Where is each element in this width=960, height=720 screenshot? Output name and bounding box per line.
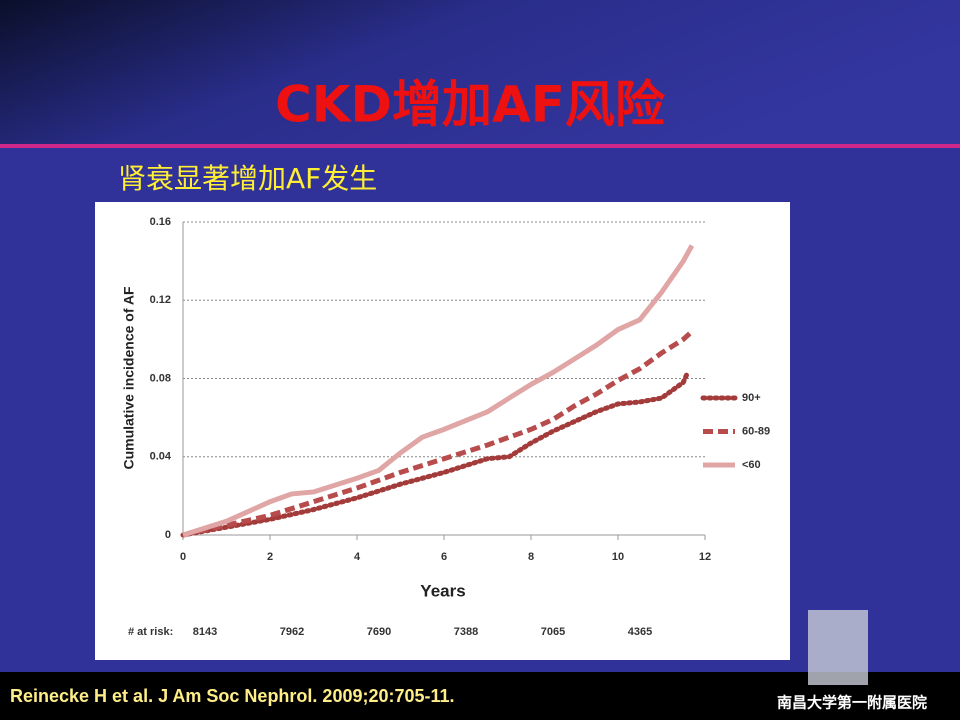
y-tick-label: 0.12 bbox=[150, 294, 171, 306]
x-tick-label: 8 bbox=[528, 551, 534, 563]
building-logo bbox=[808, 610, 868, 685]
footer-band bbox=[0, 672, 960, 720]
legend-label: 60-89 bbox=[742, 425, 770, 437]
at-risk-value: 7962 bbox=[280, 626, 304, 638]
x-tick-label: 6 bbox=[441, 551, 447, 563]
y-tick-label: 0.16 bbox=[150, 216, 171, 228]
y-axis-label: Cumulative incidence of AF bbox=[121, 286, 137, 470]
x-tick-label: 0 bbox=[180, 551, 186, 563]
x-tick-label: 2 bbox=[267, 551, 273, 563]
series-line bbox=[182, 329, 694, 538]
citation: Reinecke H et al. J Am Soc Nephrol. 2009… bbox=[10, 686, 455, 706]
at-risk-value: 7065 bbox=[541, 626, 565, 638]
series-line bbox=[180, 370, 691, 538]
at-risk-label: # at risk: bbox=[128, 626, 173, 638]
logo-text: 南昌大学第一附属医院 bbox=[777, 694, 927, 712]
at-risk-value: 7388 bbox=[454, 626, 478, 638]
at-risk-value: 4365 bbox=[628, 626, 652, 638]
header-band bbox=[0, 0, 960, 145]
at-risk-value: 7690 bbox=[367, 626, 391, 638]
y-tick-label: 0 bbox=[165, 529, 171, 541]
slide-title: CKD增加AF风险 bbox=[275, 76, 666, 134]
legend-label: 90+ bbox=[742, 392, 761, 404]
series-line bbox=[182, 244, 695, 538]
slide-subtitle: 肾衰显著增加AF发生 bbox=[118, 162, 377, 195]
legend-label: <60 bbox=[742, 459, 761, 471]
x-tick-label: 12 bbox=[699, 551, 711, 563]
header-rule bbox=[0, 144, 960, 148]
x-axis-label: Years bbox=[420, 581, 465, 600]
y-tick-label: 0.04 bbox=[150, 451, 172, 463]
y-tick-label: 0.08 bbox=[150, 372, 171, 384]
x-tick-label: 10 bbox=[612, 551, 624, 563]
x-tick-label: 4 bbox=[354, 551, 361, 563]
at-risk-value: 8143 bbox=[193, 626, 217, 638]
